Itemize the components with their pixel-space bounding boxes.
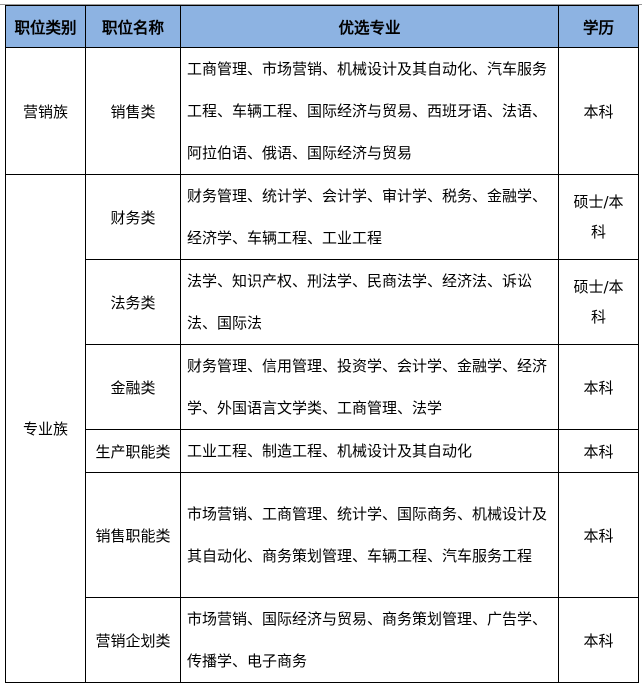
table-row: 营销族 销售类 工商管理、市场营销、机械设计及其自动化、汽车服务工程、车辆工程、…	[5, 47, 639, 175]
position-name-cell: 财务类	[85, 174, 181, 260]
majors-cell: 法学、知识产权、刑法学、民商法学、经济法、诉讼法、国际法	[180, 259, 559, 345]
page-top-border	[0, 4, 642, 5]
table-row: 金融类 财务管理、信用管理、投资学、会计学、金融学、经济学、外国语言文学类、工商…	[6, 344, 639, 430]
degree-cell: 本科	[558, 472, 639, 598]
majors-cell: 市场营销、国际经济与贸易、商务策划管理、广告学、传播学、电子商务	[180, 597, 559, 683]
degree-cell: 本科	[558, 429, 639, 473]
degree-text: 硕士/本科	[573, 278, 624, 326]
position-table: 职位类别 职位名称 优选专业 学历 营销族 销售类 工商管理、市场营销、机械设计…	[5, 5, 639, 683]
majors-cell: 市场营销、工商管理、统计学、国际商务、机械设计及其自动化、商务策划管理、车辆工程…	[180, 472, 559, 598]
position-name-cell: 生产职能类	[85, 429, 181, 473]
position-name-cell: 销售类	[85, 47, 181, 175]
header-degree: 学历	[558, 5, 639, 48]
position-name-cell: 营销企划类	[85, 597, 181, 683]
majors-cell: 财务管理、信用管理、投资学、会计学、金融学、经济学、外国语言文学类、工商管理、法…	[180, 344, 559, 430]
header-position-name: 职位名称	[85, 5, 181, 48]
degree-cell: 本科	[558, 47, 639, 175]
table-row: 生产职能类 工业工程、制造工程、机械设计及其自动化 本科	[6, 429, 639, 473]
position-name-cell: 法务类	[85, 259, 181, 345]
header-majors: 优选专业	[180, 5, 559, 48]
majors-cell: 工业工程、制造工程、机械设计及其自动化	[180, 429, 559, 473]
degree-cell: 本科	[558, 597, 639, 683]
header-category: 职位类别	[5, 5, 86, 48]
position-name-cell: 销售职能类	[85, 472, 181, 598]
header-row: 职位类别 职位名称 优选专业 学历	[5, 5, 639, 48]
degree-cell: 硕士/本科	[558, 174, 639, 260]
degree-text: 硕士/本科	[573, 193, 624, 241]
degree-cell: 硕士/本科	[558, 259, 639, 345]
table-row: 销售职能类 市场营销、工商管理、统计学、国际商务、机械设计及其自动化、商务策划管…	[6, 472, 639, 598]
majors-cell: 财务管理、统计学、会计学、审计学、税务、金融学、经济学、车辆工程、工业工程	[180, 174, 559, 260]
position-name-cell: 金融类	[85, 344, 181, 430]
table-row: 专业族 财务类 财务管理、统计学、会计学、审计学、税务、金融学、经济学、车辆工程…	[5, 174, 639, 683]
table-row: 法务类 法学、知识产权、刑法学、民商法学、经济法、诉讼法、国际法 硕士/本科	[6, 259, 639, 345]
category-cell: 专业族	[5, 174, 86, 683]
majors-cell: 工商管理、市场营销、机械设计及其自动化、汽车服务工程、车辆工程、国际经济与贸易、…	[180, 47, 559, 175]
degree-cell: 本科	[558, 344, 639, 430]
category-cell: 营销族	[5, 47, 86, 175]
table-row: 营销企划类 市场营销、国际经济与贸易、商务策划管理、广告学、传播学、电子商务 本…	[6, 597, 639, 683]
